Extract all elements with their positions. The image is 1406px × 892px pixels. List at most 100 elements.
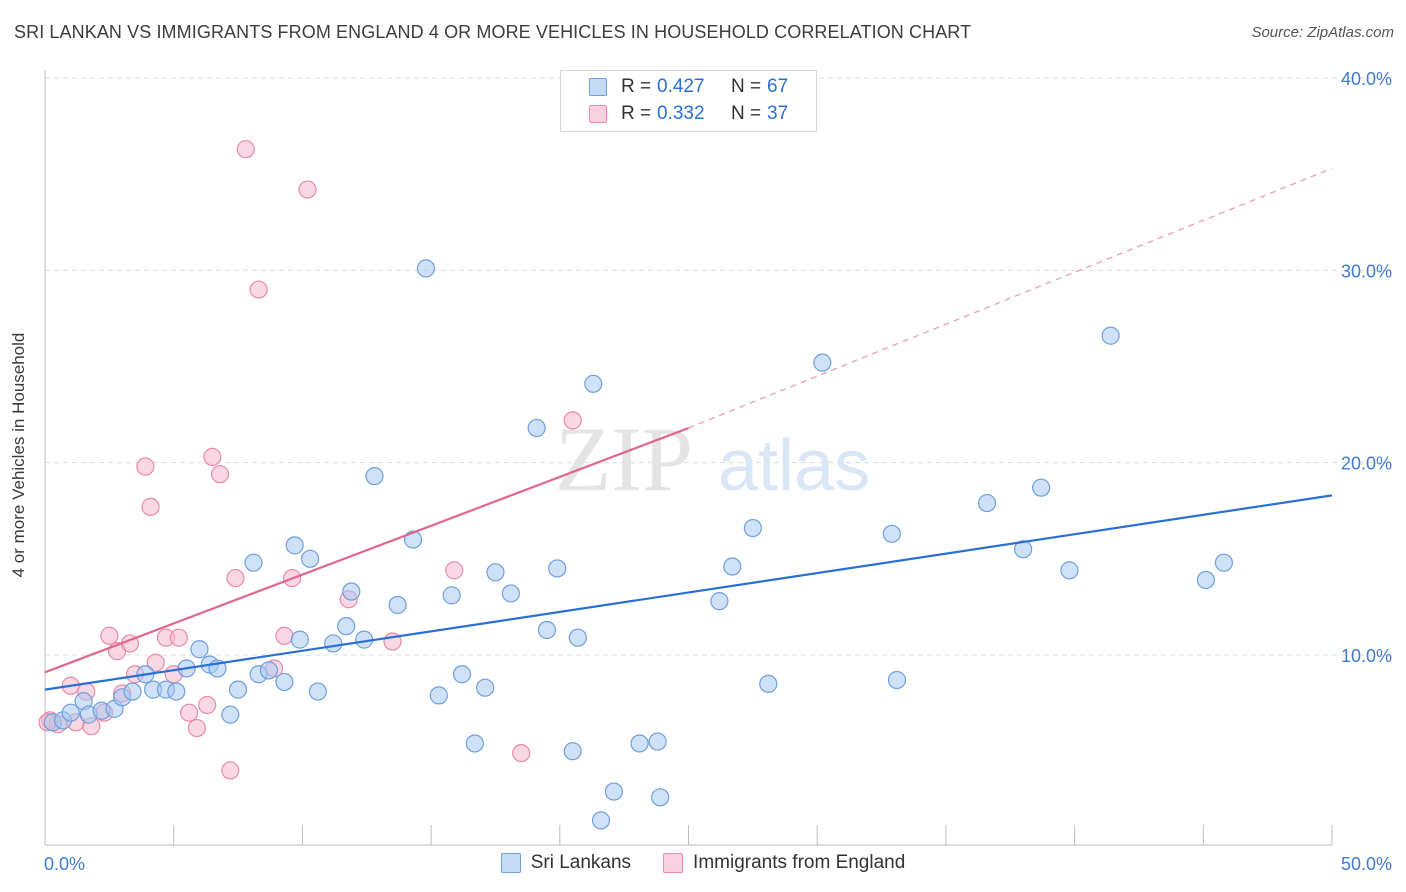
sri-lankan-point xyxy=(1196,570,1215,590)
sri-lankan-point xyxy=(337,617,356,636)
sri-lankan-point xyxy=(167,682,186,701)
sri-lankan-point xyxy=(977,493,997,513)
sri-lankan-point xyxy=(416,259,436,278)
legend-stats: R = 0.427 N = 67 R = 0.332 N = 37 xyxy=(560,70,817,132)
england-point xyxy=(210,465,230,484)
sri-lankan-point xyxy=(1214,553,1233,572)
sri-lankan-point xyxy=(651,788,670,807)
y-tick-label: 10.0% xyxy=(1341,646,1392,666)
sri-lankan-point xyxy=(584,374,603,393)
sri-lankan-point xyxy=(537,620,557,640)
sri-lankan-point xyxy=(465,734,484,753)
legend-swatch-pink xyxy=(663,853,684,873)
england-point xyxy=(180,703,199,722)
sri-lankan-point xyxy=(1060,561,1079,580)
england-point xyxy=(249,280,268,299)
sri-lankan-point xyxy=(743,518,762,538)
sri-lankan-point xyxy=(887,670,907,690)
sri-lankan-point xyxy=(259,661,279,680)
sri-lankan-point xyxy=(244,553,263,572)
sri-lankan-point xyxy=(1032,478,1051,497)
sri-lankan-point xyxy=(604,782,623,801)
sri-lankan-point xyxy=(630,734,649,753)
legend-r-label: R = xyxy=(621,103,652,124)
sri-lankan-point xyxy=(190,640,209,659)
england-point xyxy=(146,653,165,672)
sri-lankan-point xyxy=(501,584,520,603)
england-point xyxy=(203,447,222,466)
chart-source: Source: ZipAtlas.com xyxy=(1251,24,1394,41)
y-tick-label: 30.0% xyxy=(1341,261,1392,281)
legend-label: Immigrants from England xyxy=(693,852,906,873)
sri-lankan-trend-line xyxy=(44,494,1333,691)
legend-swatch-blue xyxy=(589,78,607,96)
sri-lankan-point xyxy=(285,536,304,555)
sri-lankan-point xyxy=(568,628,587,647)
sri-lankan-point xyxy=(486,563,505,582)
legend-row-england: R = 0.332 N = 37 xyxy=(589,103,788,125)
sri-lankan-point xyxy=(591,811,611,830)
y-tick-label: 40.0% xyxy=(1341,69,1392,89)
sri-lankan-point xyxy=(365,467,384,486)
sri-lankan-point xyxy=(813,353,832,372)
legend-item-sri-lankans: Sri Lankans xyxy=(500,852,632,874)
sri-lankan-point xyxy=(221,705,240,724)
england-point xyxy=(236,140,255,159)
x-tick-label: 50.0% xyxy=(1341,854,1392,874)
sri-lankan-point xyxy=(308,682,327,701)
legend-n-value: 67 xyxy=(767,76,789,97)
sri-lankan-point xyxy=(342,582,361,601)
england-trend-extension xyxy=(688,167,1333,429)
sri-lankan-point xyxy=(723,557,742,576)
sri-lankan-point xyxy=(290,630,309,649)
england-point xyxy=(275,626,294,645)
tick-labels: 10.0% 20.0% 30.0% 40.0% 0.0% 50.0% xyxy=(44,69,1392,874)
sri-lankan-point xyxy=(1101,326,1120,345)
data-points xyxy=(38,140,1233,830)
england-point xyxy=(298,180,317,199)
england-point xyxy=(136,457,155,476)
sri-lankan-point xyxy=(275,672,294,692)
england-trend-line xyxy=(44,427,689,674)
sri-lankan-point xyxy=(563,742,582,761)
legend-series: Sri Lankans Immigrants from England xyxy=(0,852,1406,874)
chart-title: SRI LANKAN VS IMMIGRANTS FROM ENGLAND 4 … xyxy=(14,22,972,42)
sri-lankan-point xyxy=(61,703,80,722)
sri-lankan-point xyxy=(1014,540,1033,559)
england-point xyxy=(445,561,464,580)
england-point xyxy=(221,761,240,780)
sri-lankan-point xyxy=(301,549,320,568)
england-point xyxy=(187,718,206,738)
sri-lankan-point xyxy=(710,592,729,611)
sri-lankan-point xyxy=(228,680,248,699)
legend-item-england: Immigrants from England xyxy=(663,852,905,874)
legend-n-label: N = xyxy=(731,103,762,124)
x-tick-label: 0.0% xyxy=(44,854,85,874)
legend-r-value: 0.427 xyxy=(657,76,705,97)
england-point xyxy=(512,743,531,763)
legend-row-sri-lankans: R = 0.427 N = 67 xyxy=(589,76,788,98)
legend-r-value: 0.332 xyxy=(657,103,705,124)
england-point xyxy=(169,628,188,647)
legend-r-label: R = xyxy=(621,76,652,97)
sri-lankan-point xyxy=(527,418,546,438)
sri-lankan-point xyxy=(388,595,407,615)
legend-swatch-pink xyxy=(589,105,607,123)
sri-lankan-point xyxy=(429,686,448,705)
y-tick-label: 20.0% xyxy=(1341,454,1392,474)
legend-swatch-blue xyxy=(500,853,521,873)
sri-lankan-point xyxy=(452,665,472,684)
england-point xyxy=(141,497,160,517)
watermark-atlas: atlas xyxy=(718,426,870,506)
england-point xyxy=(198,695,217,715)
england-point xyxy=(226,568,245,588)
sri-lankan-point xyxy=(548,559,567,578)
sri-lankan-point xyxy=(442,586,461,605)
sri-lankan-point xyxy=(648,732,667,751)
sri-lankan-point xyxy=(476,678,495,697)
legend-label: Sri Lankans xyxy=(530,852,632,873)
sri-lankan-point xyxy=(324,634,343,653)
legend-n-label: N = xyxy=(731,76,762,97)
sri-lankan-point xyxy=(123,682,142,701)
